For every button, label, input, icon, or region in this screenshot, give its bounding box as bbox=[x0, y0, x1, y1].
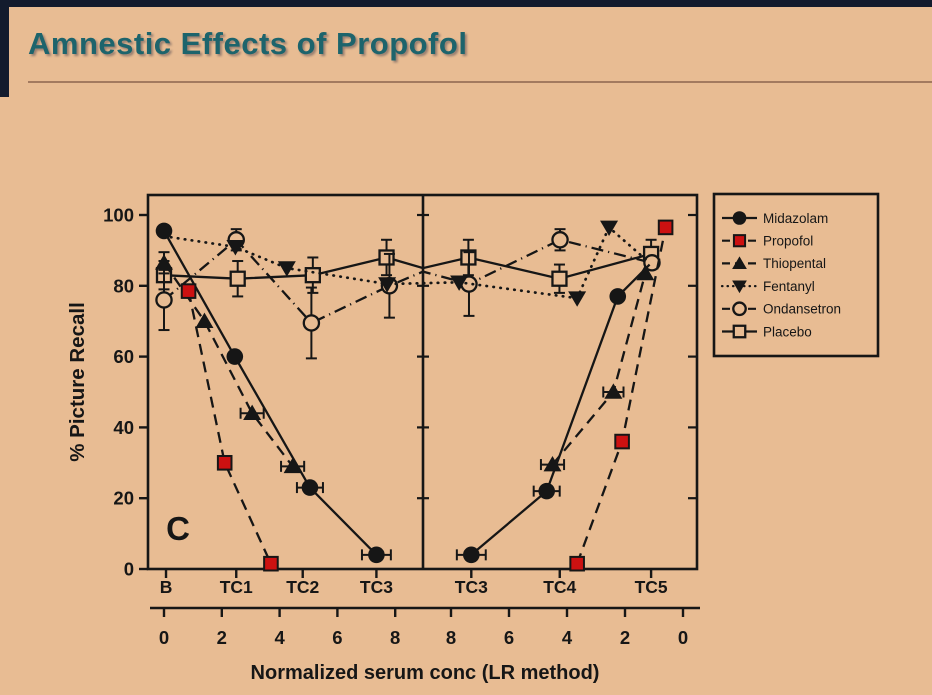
marker-square-filled bbox=[569, 555, 585, 572]
series-propofol bbox=[180, 219, 674, 572]
series-line bbox=[187, 290, 272, 565]
marker-square-filled bbox=[216, 455, 233, 471]
marker-square-filled bbox=[657, 219, 674, 236]
marker-triangle-up bbox=[604, 383, 623, 399]
legend-item-ondansetron: Ondansetron bbox=[722, 301, 841, 317]
conc-tick-label: 8 bbox=[390, 627, 400, 648]
marker-triangle-up bbox=[732, 256, 747, 269]
tc-tick-label: TC3 bbox=[455, 577, 488, 597]
series-line bbox=[162, 225, 651, 300]
marker-square-filled bbox=[614, 433, 630, 450]
legend-label: Fentanyl bbox=[763, 279, 815, 294]
series-line bbox=[163, 238, 653, 325]
legend-label: Thiopental bbox=[763, 256, 826, 271]
series-line bbox=[162, 230, 378, 556]
legend-label: Propofol bbox=[763, 234, 813, 249]
panel-letter: C bbox=[166, 510, 190, 547]
legend-label: Midazolam bbox=[763, 211, 828, 226]
marker-triangle-down bbox=[378, 277, 397, 293]
marker-circle-filled bbox=[368, 546, 385, 564]
marker-triangle-down bbox=[568, 291, 587, 307]
marker-circle-open bbox=[551, 231, 569, 249]
marker-circle-filled bbox=[609, 288, 627, 305]
tc-tick-label: TC2 bbox=[286, 577, 319, 597]
marker-circle-open bbox=[155, 291, 173, 309]
series-thiopental bbox=[155, 251, 655, 474]
marker-circle-filled bbox=[301, 479, 319, 496]
y-tick-label: 0 bbox=[124, 559, 134, 580]
series-line bbox=[163, 262, 294, 467]
tc-tick-label: TC1 bbox=[220, 577, 253, 597]
marker-square-filled bbox=[263, 555, 279, 572]
plot-axes: 0 20 40 60 80 100 B TC1 TC2 TC3 TC3 TC4 TC5 bbox=[103, 193, 699, 597]
marker-triangle-up bbox=[543, 455, 562, 472]
tc-tick-label: TC4 bbox=[543, 577, 576, 597]
legend: Midazolam Propofol Thiopental Fentanyl Ondan… bbox=[712, 192, 880, 358]
marker-circle-open bbox=[732, 301, 747, 317]
series-line bbox=[470, 263, 651, 556]
marker-circle-filled bbox=[226, 348, 244, 365]
marker-square-open bbox=[229, 270, 246, 287]
marker-square-open bbox=[551, 270, 568, 287]
marker-circle-filled bbox=[732, 211, 747, 225]
series-fentanyl bbox=[162, 220, 651, 307]
marker-square-open bbox=[304, 267, 321, 284]
legend-item-propofol: Propofol bbox=[722, 234, 813, 249]
conc-axis: 0 2 4 6 8 8 6 4 2 0 Normalized serum conc (LR meth… bbox=[150, 606, 700, 684]
marker-square-open bbox=[378, 249, 395, 266]
marker-square-filled bbox=[732, 234, 747, 248]
marker-circle-filled bbox=[463, 546, 480, 564]
y-tick-label: 100 bbox=[103, 205, 134, 226]
conc-tick-label: 4 bbox=[562, 627, 573, 648]
marker-circle-filled bbox=[538, 482, 555, 500]
marker-triangle-up bbox=[195, 312, 214, 328]
legend-label: Placebo bbox=[763, 324, 812, 339]
legend-label: Ondansetron bbox=[763, 302, 841, 317]
marker-triangle-down bbox=[600, 220, 619, 236]
conc-tick-label: 2 bbox=[620, 627, 630, 648]
tc-tick-label: TC5 bbox=[635, 577, 668, 597]
marker-triangle-down bbox=[277, 261, 296, 277]
y-axis-title: % Picture Recall bbox=[66, 302, 89, 462]
video-edge-left bbox=[0, 0, 9, 97]
marker-triangle-down bbox=[226, 240, 245, 256]
marker-square-filled bbox=[180, 283, 197, 299]
video-edge-top bbox=[0, 0, 932, 7]
conc-tick-label: 6 bbox=[332, 627, 342, 648]
y-tick-label: 20 bbox=[113, 488, 134, 509]
conc-tick-label: 0 bbox=[678, 627, 688, 648]
conc-tick-label: 6 bbox=[504, 627, 514, 648]
tc-tick-label: TC3 bbox=[360, 577, 393, 597]
conc-tick-label: 0 bbox=[159, 627, 169, 648]
marker-triangle-up bbox=[243, 404, 262, 421]
marker-triangle-down bbox=[450, 275, 469, 291]
legend-item-thiopental: Thiopental bbox=[722, 256, 826, 271]
legend-item-fentanyl: Fentanyl bbox=[720, 279, 815, 294]
tc-tick-label: B bbox=[160, 577, 173, 597]
marker-circle-open bbox=[302, 314, 321, 332]
y-tick-label: 40 bbox=[113, 417, 134, 438]
marker-circle-filled bbox=[155, 222, 173, 240]
marker-triangle-up bbox=[155, 254, 173, 270]
marker-triangle-up bbox=[283, 457, 302, 474]
legend-item-placebo: Placebo bbox=[722, 324, 812, 339]
title-divider bbox=[28, 81, 932, 83]
series-line bbox=[163, 252, 652, 280]
marker-triangle-down bbox=[732, 280, 747, 294]
conc-tick-label: 2 bbox=[217, 627, 227, 648]
slide-title: Amnestic Effects of Propofol bbox=[28, 26, 468, 61]
series-midazolam bbox=[155, 222, 651, 564]
marker-triangle-up bbox=[636, 264, 655, 281]
y-tick-label: 60 bbox=[113, 346, 134, 367]
y-tick-label: 80 bbox=[113, 275, 134, 296]
x-axis-title: Normalized serum conc (LR method) bbox=[251, 662, 600, 684]
marker-square-open bbox=[732, 324, 747, 339]
conc-tick-label: 8 bbox=[446, 627, 456, 648]
legend-item-midazolam: Midazolam bbox=[722, 211, 828, 226]
conc-tick-label: 4 bbox=[274, 627, 285, 648]
